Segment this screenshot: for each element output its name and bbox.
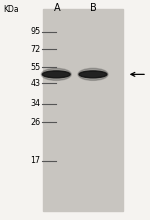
Text: 43: 43 bbox=[30, 79, 40, 88]
Text: 17: 17 bbox=[30, 156, 40, 165]
Text: B: B bbox=[90, 3, 96, 13]
Bar bbox=[43, 9, 123, 211]
Ellipse shape bbox=[79, 71, 107, 78]
Ellipse shape bbox=[42, 71, 70, 78]
Text: KDa: KDa bbox=[3, 6, 19, 15]
Ellipse shape bbox=[41, 68, 71, 80]
Text: A: A bbox=[54, 3, 60, 13]
Text: 72: 72 bbox=[30, 45, 40, 54]
Ellipse shape bbox=[78, 68, 108, 80]
Text: 55: 55 bbox=[30, 63, 40, 72]
Text: 34: 34 bbox=[30, 99, 40, 108]
Text: 95: 95 bbox=[30, 28, 40, 36]
Text: 26: 26 bbox=[30, 118, 40, 126]
